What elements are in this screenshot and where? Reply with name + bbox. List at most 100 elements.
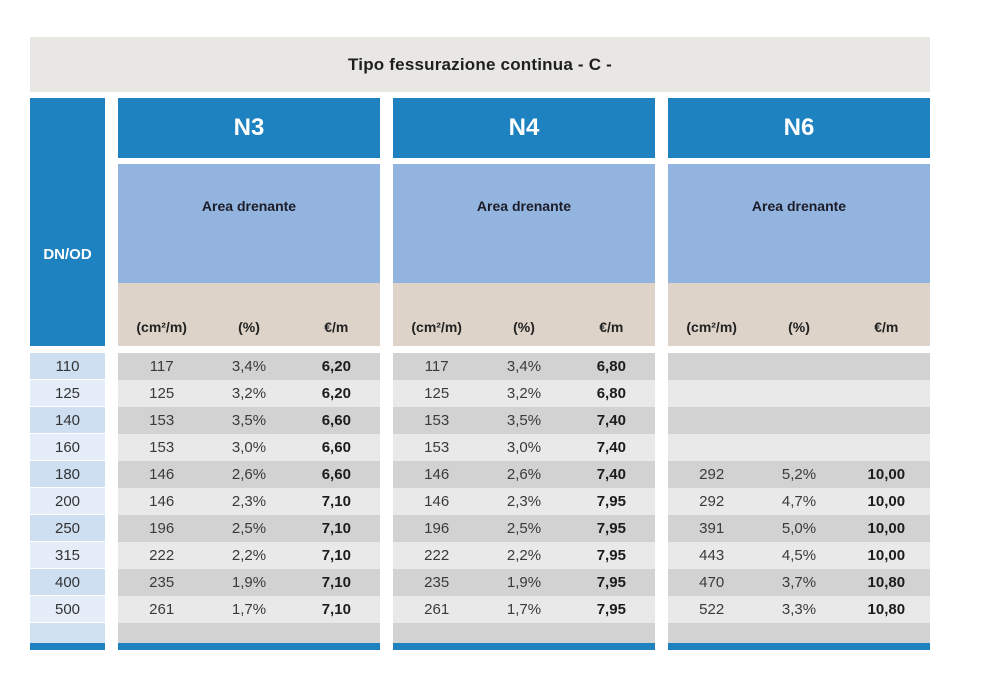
area-pct-cell: 1,9%: [231, 574, 267, 591]
area-pct-cell: 2,5%: [506, 520, 542, 537]
area-cm2-cell: 443: [699, 547, 725, 564]
group-n3-title: N3: [233, 114, 265, 141]
table-row: [668, 353, 930, 380]
area-cm2-cell: 292: [699, 466, 725, 483]
area-cm2-cell: 146: [424, 466, 450, 483]
col-header-cm2: (cm²/m): [686, 319, 737, 335]
group-n3-area-banner: Area drenante: [118, 164, 380, 283]
price-cell: 7,95: [596, 520, 626, 537]
group-n4-title: N4: [508, 114, 540, 141]
price-cell: 10,00: [867, 466, 906, 483]
table-row: [668, 380, 930, 407]
area-cm2-cell: 117: [424, 358, 449, 375]
group-n4-empty-row: [393, 623, 655, 643]
col-header-pct: (%): [788, 319, 810, 335]
dn-od-header: DN/OD: [30, 98, 105, 346]
area-cm2-cell: 292: [699, 493, 725, 510]
group-n4: N4 Area drenante (cm²/m) (%) €/m 117 3,4%…: [393, 98, 655, 650]
price-cell: 10,00: [867, 547, 906, 564]
area-pct-cell: 2,6%: [231, 466, 267, 483]
table-row: 125 3,2% 6,20: [118, 380, 380, 407]
dn-od-value: 200: [30, 488, 105, 515]
area-cm2-cell: 125: [149, 385, 175, 402]
area-pct-cell: 1,7%: [506, 601, 542, 618]
table-row: [668, 434, 930, 461]
group-n6-area-banner: Area drenante: [668, 164, 930, 283]
group-n6-rows: 292 5,2% 10,00 292 4,7% 10,00 391 5,0% 10,00 443 4…: [668, 353, 930, 623]
group-n4-area-label: Area drenante: [476, 198, 572, 214]
price-cell: 10,80: [867, 601, 906, 618]
area-pct-cell: 2,3%: [506, 493, 542, 510]
col-header-pct: (%): [513, 319, 535, 335]
table-row: 222 2,2% 7,10: [118, 542, 380, 569]
group-n3-rows: 117 3,4% 6,20 125 3,2% 6,20 153 3,5% 6,60 153 3,0%…: [118, 353, 380, 623]
group-n4-area-banner: Area drenante: [393, 164, 655, 283]
table-title: Tipo fessurazione continua - C -: [348, 54, 612, 74]
table-row: 261 1,7% 7,10: [118, 596, 380, 623]
table-row: 261 1,7% 7,95: [393, 596, 655, 623]
col-header-cm2: (cm²/m): [136, 319, 187, 335]
area-cm2-cell: 146: [149, 466, 175, 483]
area-cm2-cell: 261: [149, 601, 175, 618]
area-pct-cell: 5,0%: [781, 520, 817, 537]
area-pct-cell: 2,3%: [231, 493, 267, 510]
table-row: 391 5,0% 10,00: [668, 515, 930, 542]
area-cm2-cell: 146: [424, 493, 450, 510]
price-cell: 10,00: [867, 493, 906, 510]
group-n3-area-label: Area drenante: [201, 198, 297, 214]
dn-od-value: 180: [30, 461, 105, 488]
area-cm2-cell: 146: [149, 493, 175, 510]
area-cm2-cell: 196: [149, 520, 175, 537]
table-row: 235 1,9% 7,95: [393, 569, 655, 596]
group-n4-subheaders: (cm²/m) (%) €/m: [393, 283, 655, 346]
price-cell: 7,10: [321, 574, 351, 591]
area-pct-cell: 3,5%: [231, 412, 267, 429]
table-row: 443 4,5% 10,00: [668, 542, 930, 569]
price-cell: 7,95: [596, 601, 626, 618]
table-row: 125 3,2% 6,80: [393, 380, 655, 407]
table-row: 146 2,6% 6,60: [118, 461, 380, 488]
group-n6-bottom-bar: [668, 643, 930, 650]
group-n4-rows: 117 3,4% 6,80 125 3,2% 6,80 153 3,5% 7,40 153 3,0%…: [393, 353, 655, 623]
area-pct-cell: 3,5%: [506, 412, 542, 429]
dn-od-value: 125: [30, 380, 105, 407]
price-cell: 7,95: [596, 547, 626, 564]
area-pct-cell: 3,7%: [781, 574, 817, 591]
dn-od-column: DN/OD 110 125 140 160 180 200 250 315 400 500: [30, 98, 105, 650]
group-n6-area-label: Area drenante: [751, 198, 847, 214]
dn-od-value: 140: [30, 407, 105, 434]
dn-od-value: 110: [30, 353, 105, 380]
table-row: 153 3,0% 6,60: [118, 434, 380, 461]
group-n3: N3 Area drenante (cm²/m) (%) €/m 117 3,4%…: [118, 98, 380, 650]
table-row: 153 3,5% 7,40: [393, 407, 655, 434]
price-cell: 6,20: [321, 385, 351, 402]
dn-od-value: 400: [30, 569, 105, 596]
price-cell: 6,80: [596, 385, 626, 402]
price-cell: 7,40: [596, 439, 626, 456]
table-row: 146 2,6% 7,40: [393, 461, 655, 488]
area-pct-cell: 2,6%: [506, 466, 542, 483]
table-row: 222 2,2% 7,95: [393, 542, 655, 569]
area-pct-cell: 3,2%: [231, 385, 267, 402]
group-n6: N6 Area drenante (cm²/m) (%) €/m 292 5,2%…: [668, 98, 930, 650]
col-header-eur: €/m: [599, 319, 624, 335]
price-cell: 6,20: [321, 358, 351, 375]
area-cm2-cell: 522: [699, 601, 725, 618]
area-cm2-cell: 117: [149, 358, 174, 375]
group-n6-header: N6: [668, 98, 930, 158]
area-cm2-cell: 470: [699, 574, 725, 591]
price-cell: 7,95: [596, 574, 626, 591]
area-pct-cell: 3,0%: [506, 439, 542, 456]
group-n3-empty-row: [118, 623, 380, 643]
col-header-eur: €/m: [874, 319, 899, 335]
table-row: 470 3,7% 10,80: [668, 569, 930, 596]
area-pct-cell: 4,5%: [781, 547, 817, 564]
table-row: 292 4,7% 10,00: [668, 488, 930, 515]
area-cm2-cell: 235: [424, 574, 450, 591]
pricing-table: Tipo fessurazione continua - C - DN/OD 1…: [30, 37, 930, 650]
dn-empty-row: [30, 623, 105, 643]
group-n6-subheaders: (cm²/m) (%) €/m: [668, 283, 930, 346]
table-row: 153 3,5% 6,60: [118, 407, 380, 434]
price-cell: 7,40: [596, 412, 626, 429]
